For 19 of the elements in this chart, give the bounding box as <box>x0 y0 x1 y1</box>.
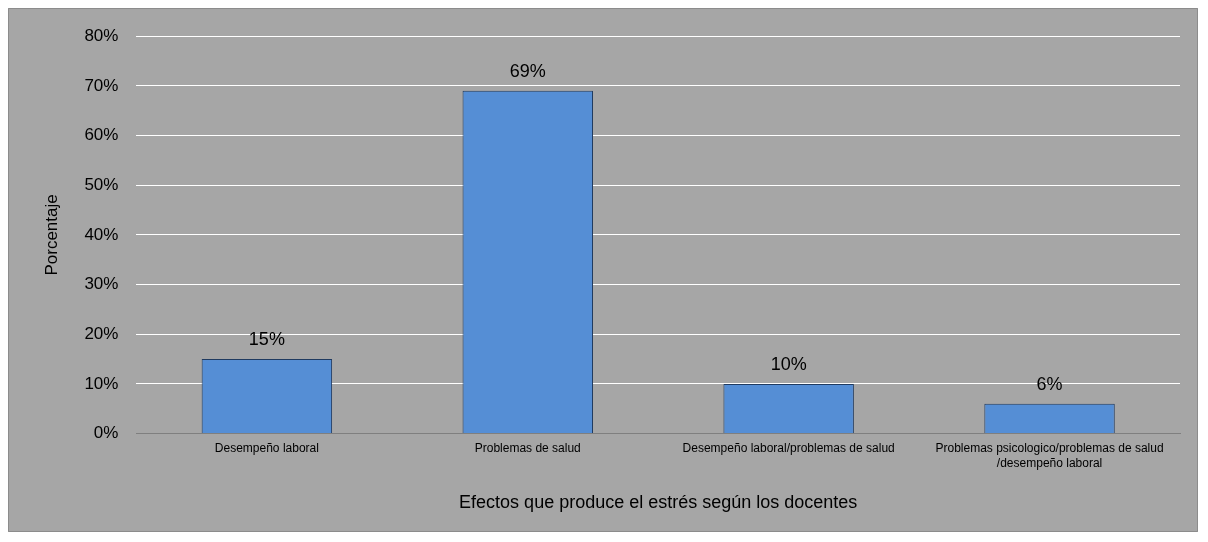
y-tick-label: 30% <box>84 274 119 294</box>
x-axis-title: Efectos que produce el estrés según los docentes <box>459 492 858 513</box>
y-tick-label: 60% <box>84 125 119 145</box>
x-tick-label: Desempeño laboral <box>214 441 319 456</box>
y-tick-label: 70% <box>84 75 119 95</box>
x-tick-label: Desempeño laboral/problemas de salud <box>682 441 895 456</box>
x-tick-label: Problemas de salud <box>474 441 581 456</box>
y-tick-label: 0% <box>93 423 119 443</box>
y-tick-label: 40% <box>84 224 119 244</box>
y-tick-label: 80% <box>84 25 119 45</box>
data-label: 10% <box>770 353 807 374</box>
y-tick-label: 10% <box>84 373 119 393</box>
data-label: 6% <box>1036 373 1063 394</box>
x-tick-label: Problemas psicologico/problemas de salud /desempeño laboral <box>935 441 1164 470</box>
data-label: 69% <box>509 60 546 81</box>
y-tick-label: 20% <box>84 323 119 343</box>
y-axis-title: Porcentaje <box>41 194 61 276</box>
data-label: 15% <box>248 329 285 350</box>
y-tick-label: 50% <box>84 174 119 194</box>
